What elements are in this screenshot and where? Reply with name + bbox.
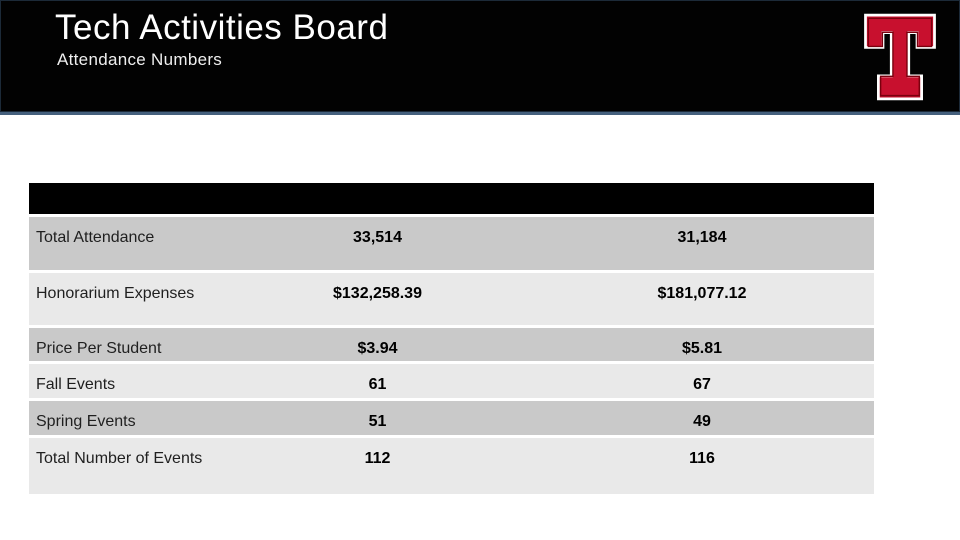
row-label: Spring Events xyxy=(36,413,136,430)
row-value-2014: 61 xyxy=(368,376,387,393)
row-value-2015: 31,184 xyxy=(677,229,727,246)
row-value-2014: 33,514 xyxy=(353,229,402,246)
row-label: Honorarium Expenses xyxy=(36,285,195,302)
row-value-2014: 112 xyxy=(364,450,391,467)
row-label: Total Number of Events xyxy=(36,450,203,467)
texas-tech-double-t-logo xyxy=(854,10,946,104)
row-value-2014: $3.94 xyxy=(357,340,398,357)
table-row-total-attendance: Total Attendance 33,514 31,184 xyxy=(29,217,874,270)
attendance-table: 2014-2015 2015-2016 Total Attendance 33,… xyxy=(29,183,874,494)
page-title: Tech Activities Board xyxy=(55,8,389,47)
row-label: Total Attendance xyxy=(36,229,155,246)
col-header-2014-2015: 2014-2015 xyxy=(339,189,416,207)
row-label: Fall Events xyxy=(36,376,116,393)
header-titles: Tech Activities Board Attendance Numbers xyxy=(55,8,388,70)
row-value-2014: 51 xyxy=(368,413,387,430)
table-row-spring-events: Spring Events 51 49 xyxy=(29,401,874,435)
row-value-2014: $132,258.39 xyxy=(333,285,422,302)
row-value-2015: 49 xyxy=(693,413,711,430)
table-header-row: 2014-2015 2015-2016 xyxy=(29,183,874,214)
page-subtitle: Attendance Numbers xyxy=(57,50,223,70)
slide-header: Tech Activities Board Attendance Numbers xyxy=(0,0,960,115)
table-row-fall-events: Fall Events 61 67 xyxy=(29,364,874,398)
table-row-total-number-of-events: Total Number of Events 112 116 xyxy=(29,438,874,494)
row-label: Price Per Student xyxy=(36,340,162,357)
row-value-2015: 116 xyxy=(689,450,715,467)
table-row-honorarium-expenses: Honorarium Expenses $132,258.39 $181,077… xyxy=(29,273,874,325)
col-header-2015-2016: 2015-2016 xyxy=(663,189,741,207)
row-value-2015: $5.81 xyxy=(681,340,723,357)
table-row-price-per-student: Price Per Student $3.94 $5.81 xyxy=(29,328,874,361)
row-value-2015: 67 xyxy=(693,376,711,393)
row-value-2015: $181,077.12 xyxy=(657,285,747,302)
